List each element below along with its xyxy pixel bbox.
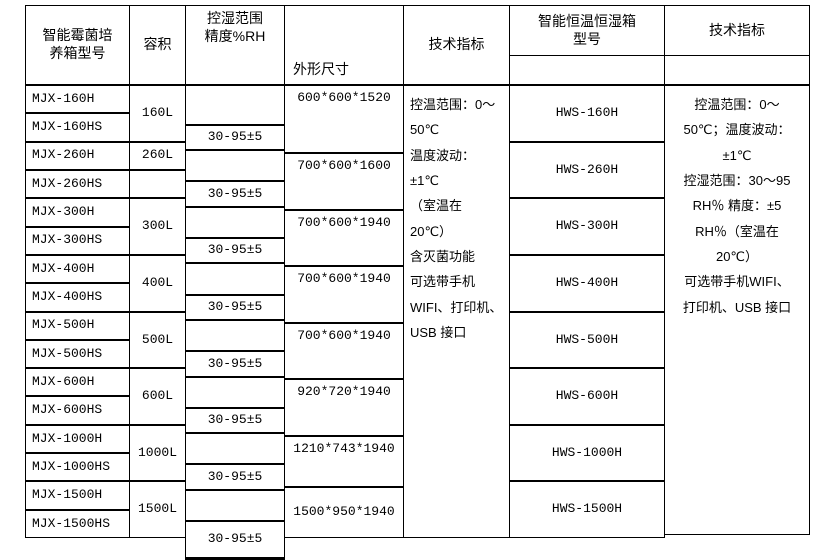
header-spec-right-spacer (664, 55, 810, 85)
table-cell-humidity-blank (185, 376, 285, 408)
table-row-model-mjx: MJX-500H (25, 311, 130, 340)
header-model-hws: 智能恒温恒湿箱 型号 (509, 5, 665, 56)
table-cell-humidity-blank (185, 85, 285, 125)
table-cell-humidity-blank (185, 206, 285, 238)
table-cell-dimension: 700*600*1940 (284, 266, 404, 323)
table-cell-model-hws: HWS-300H (509, 198, 665, 255)
table-row-model-mjx: MJX-400HS (25, 283, 130, 312)
table-cell-dimension: 700*600*1600 (284, 152, 404, 210)
table-row-model-mjx: MJX-260HS (25, 169, 130, 199)
table-cell-model-hws: HWS-600H (509, 368, 665, 425)
table-cell-humidity-blank (185, 263, 285, 295)
table-row-model-mjx: MJX-1500HS (25, 509, 130, 538)
table-row-model-mjx: MJX-1000HS (25, 453, 130, 482)
table-cell-humidity: 30-95±5 (185, 407, 285, 434)
table-row-model-mjx: MJX-600H (25, 368, 130, 397)
table-cell-humidity: 30-95±5 (185, 521, 285, 558)
table-row-model-mjx: MJX-160H (25, 85, 130, 114)
table-cell-model-hws: HWS-1000H (509, 424, 665, 482)
table-cell-volume: 1000L (129, 424, 186, 482)
table-cell-humidity: 30-95±5 (185, 124, 285, 151)
table-cell-humidity: 30-95±5 (185, 464, 285, 490)
table-cell-model-hws: HWS-1500H (509, 481, 665, 538)
table-row-model-mjx: MJX-1500H (25, 481, 130, 510)
table-cell-model-hws: HWS-160H (509, 85, 665, 142)
table-row-model-mjx: MJX-500HS (25, 339, 130, 369)
table-cell-dimension: 920*720*1940 (284, 379, 404, 437)
table-row-model-mjx: MJX-600HS (25, 396, 130, 425)
table-cell-model-hws: HWS-400H (509, 254, 665, 312)
header-dimension: 外形尺寸 (284, 5, 404, 85)
table-row-model-mjx: MJX-160HS (25, 113, 130, 142)
table-cell-volume (129, 169, 186, 199)
header-volume: 容积 (129, 5, 186, 85)
table-cell-spec-left: 控温范围：0～ 50℃ 温度波动： ±1℃ （室温在 20℃） 含灭菌功能 可选… (403, 85, 510, 538)
table-cell-dimension: 700*600*1940 (284, 322, 404, 380)
table-cell-volume: 600L (129, 368, 186, 425)
table-cell-dimension: 600*600*1520 (284, 85, 404, 153)
table-cell-volume: 400L (129, 254, 186, 312)
spec-table-page: 智能霉菌培 养箱型号 容积 控湿范围 精度%RH 外形尺寸 技术指标 智能恒温恒… (25, 5, 810, 560)
table-cell-humidity-blank (185, 319, 285, 352)
table-cell-humidity: 30-95±5 (185, 237, 285, 264)
table-cell-humidity: 30-95±5 (185, 294, 285, 320)
table-cell-humidity: 30-95±5 (185, 351, 285, 377)
header-spec-left: 技术指标 (403, 5, 510, 85)
table-cell-volume: 500L (129, 311, 186, 369)
table-row-model-mjx: MJX-300HS (25, 226, 130, 255)
table-cell-humidity-blank (185, 489, 285, 521)
table-cell-humidity: 30-95±5 (185, 181, 285, 207)
header-humidity: 控湿范围 精度%RH (185, 5, 285, 85)
table-cell-volume: 260L (129, 141, 186, 170)
table-cell-volume: 1500L (129, 481, 186, 538)
table-cell-humidity-blank (185, 150, 285, 182)
table-row-model-mjx: MJX-300H (25, 198, 130, 227)
table-cell-model-hws: HWS-260H (509, 141, 665, 199)
table-cell-volume: 300L (129, 198, 186, 255)
table-cell-humidity-blank (185, 433, 285, 465)
table-cell-volume: 160L (129, 85, 186, 142)
table-cell-spec-right: 控温范围：0～ 50℃；温度波动： ±1℃ 控湿范围：30～95 RH％ 精度：… (664, 85, 810, 535)
table-cell-dimension: 1500*950*1940 (284, 487, 404, 538)
table-row-model-mjx: MJX-260H (25, 141, 130, 170)
table-cell-model-hws: HWS-500H (509, 311, 665, 369)
header-model-hws-spacer (509, 55, 665, 85)
table-row-model-mjx: MJX-400H (25, 254, 130, 284)
table-cell-dimension: 1210*743*1940 (284, 436, 404, 488)
header-spec-right: 技术指标 (664, 5, 810, 56)
table-cell-dimension: 700*600*1940 (284, 209, 404, 267)
header-model-mjx: 智能霉菌培 养箱型号 (25, 5, 130, 85)
table-row-model-mjx: MJX-1000H (25, 424, 130, 454)
